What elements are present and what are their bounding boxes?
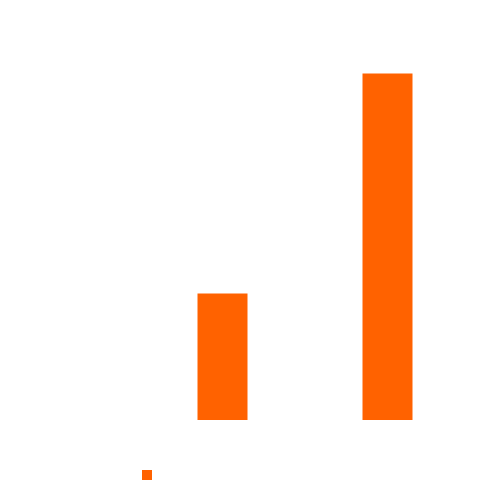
legend-swatch [142,470,152,480]
legend [142,470,152,480]
bar-2 [362,73,413,420]
bar-1 [197,293,248,420]
bars-layer [197,73,413,420]
